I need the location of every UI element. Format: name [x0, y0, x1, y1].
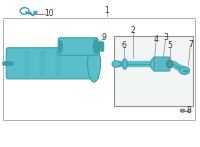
Ellipse shape	[122, 59, 127, 69]
FancyBboxPatch shape	[6, 48, 98, 79]
FancyBboxPatch shape	[94, 42, 104, 51]
Circle shape	[34, 11, 37, 14]
Bar	[56, 51, 61, 76]
Bar	[25, 51, 29, 76]
Circle shape	[179, 67, 190, 74]
Text: 5: 5	[167, 41, 172, 50]
Bar	[114, 36, 193, 106]
Circle shape	[180, 109, 185, 112]
Text: 1: 1	[105, 6, 109, 15]
Polygon shape	[166, 60, 173, 68]
Circle shape	[112, 61, 121, 67]
Ellipse shape	[58, 40, 62, 53]
Ellipse shape	[93, 39, 99, 54]
Text: 4: 4	[154, 35, 158, 44]
Bar	[3, 18, 195, 120]
Text: 3: 3	[163, 33, 168, 42]
Bar	[40, 51, 45, 76]
Text: 10: 10	[45, 9, 54, 18]
FancyBboxPatch shape	[153, 57, 170, 71]
Text: 6: 6	[122, 41, 127, 50]
Ellipse shape	[150, 59, 155, 69]
Ellipse shape	[28, 12, 31, 14]
FancyBboxPatch shape	[58, 38, 98, 55]
Ellipse shape	[88, 45, 100, 82]
Text: 2: 2	[130, 26, 135, 35]
Text: 8: 8	[186, 106, 191, 115]
Text: 9: 9	[102, 33, 106, 42]
Text: 7: 7	[188, 40, 193, 49]
